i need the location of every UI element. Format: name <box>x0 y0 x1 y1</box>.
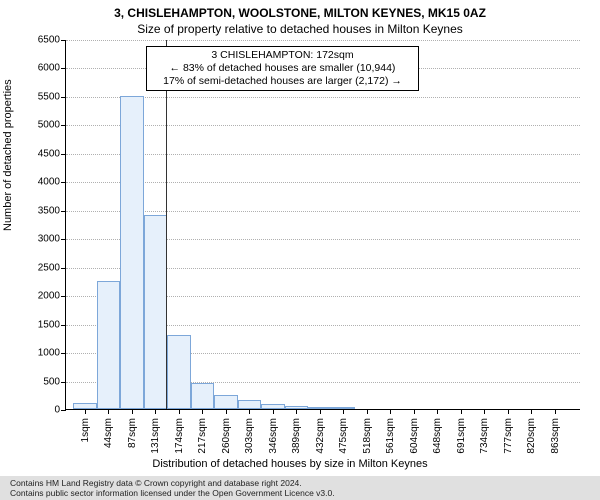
xtick-label: 260sqm <box>221 418 232 454</box>
property-marker-line <box>166 40 167 409</box>
xtick-mark <box>343 409 344 414</box>
xtick-mark <box>390 409 391 414</box>
ytick-mark <box>61 325 66 326</box>
xtick-label: 217sqm <box>197 418 208 454</box>
histogram-bar <box>238 400 262 409</box>
footer-line1: Contains HM Land Registry data © Crown c… <box>10 478 590 488</box>
histogram-bar <box>167 335 191 409</box>
ytick-label: 4500 <box>10 148 60 159</box>
ytick-label: 4000 <box>10 177 60 188</box>
xtick-mark <box>296 409 297 414</box>
ytick-mark <box>61 40 66 41</box>
ytick-label: 6000 <box>10 63 60 74</box>
xtick-label: 648sqm <box>432 418 443 454</box>
xtick-mark <box>367 409 368 414</box>
xtick-mark <box>508 409 509 414</box>
annotation-line1: 3 CHISLEHAMPTON: 172sqm <box>151 49 414 62</box>
ytick-label: 5000 <box>10 120 60 131</box>
xtick-mark <box>202 409 203 414</box>
gridline <box>66 40 580 41</box>
ytick-mark <box>61 410 66 411</box>
xtick-label: 44sqm <box>103 418 114 448</box>
xtick-label: 87sqm <box>127 418 138 448</box>
xtick-label: 432sqm <box>315 418 326 454</box>
ytick-label: 0 <box>10 405 60 416</box>
xtick-mark <box>179 409 180 414</box>
ytick-mark <box>61 211 66 212</box>
ytick-mark <box>61 182 66 183</box>
xtick-label: 389sqm <box>291 418 302 454</box>
ytick-label: 2000 <box>10 291 60 302</box>
xtick-label: 820sqm <box>526 418 537 454</box>
ytick-mark <box>61 68 66 69</box>
xtick-label: 561sqm <box>385 418 396 454</box>
xtick-label: 734sqm <box>479 418 490 454</box>
xtick-label: 691sqm <box>456 418 467 454</box>
ytick-label: 6500 <box>10 35 60 46</box>
ytick-mark <box>61 296 66 297</box>
xtick-mark <box>85 409 86 414</box>
plot-area: 3 CHISLEHAMPTON: 172sqm← 83% of detached… <box>65 40 580 410</box>
xtick-label: 131sqm <box>150 418 161 454</box>
ytick-mark <box>61 268 66 269</box>
xtick-label: 303sqm <box>244 418 255 454</box>
xtick-mark <box>273 409 274 414</box>
xtick-label: 518sqm <box>362 418 373 454</box>
footer-attribution: Contains HM Land Registry data © Crown c… <box>0 476 600 500</box>
histogram-bar <box>214 395 238 409</box>
ytick-mark <box>61 239 66 240</box>
xtick-mark <box>320 409 321 414</box>
ytick-label: 1500 <box>10 319 60 330</box>
ytick-mark <box>61 353 66 354</box>
xtick-mark <box>226 409 227 414</box>
ytick-label: 1000 <box>10 348 60 359</box>
xtick-label: 863sqm <box>550 418 561 454</box>
xtick-mark <box>414 409 415 414</box>
xtick-mark <box>555 409 556 414</box>
ytick-mark <box>61 125 66 126</box>
chart-title-line2: Size of property relative to detached ho… <box>0 20 600 36</box>
xtick-label: 1sqm <box>80 418 91 442</box>
ytick-label: 500 <box>10 376 60 387</box>
annotation-line2: ← 83% of detached houses are smaller (10… <box>151 62 414 75</box>
ytick-mark <box>61 382 66 383</box>
xtick-mark <box>461 409 462 414</box>
annotation-line3: 17% of semi-detached houses are larger (… <box>151 75 414 88</box>
annotation-box: 3 CHISLEHAMPTON: 172sqm← 83% of detached… <box>146 46 419 91</box>
xtick-mark <box>155 409 156 414</box>
ytick-label: 3000 <box>10 234 60 245</box>
ytick-mark <box>61 154 66 155</box>
ytick-label: 2500 <box>10 262 60 273</box>
histogram-bar <box>120 96 144 409</box>
ytick-mark <box>61 97 66 98</box>
ytick-label: 3500 <box>10 205 60 216</box>
xtick-label: 346sqm <box>268 418 279 454</box>
xtick-mark <box>132 409 133 414</box>
histogram-bar <box>97 281 121 409</box>
xtick-label: 777sqm <box>503 418 514 454</box>
xtick-label: 604sqm <box>409 418 420 454</box>
xtick-mark <box>437 409 438 414</box>
footer-line2: Contains public sector information licen… <box>10 488 590 498</box>
xtick-label: 475sqm <box>338 418 349 454</box>
xtick-mark <box>249 409 250 414</box>
histogram-bar <box>144 215 168 409</box>
xtick-mark <box>484 409 485 414</box>
xtick-label: 174sqm <box>174 418 185 454</box>
x-axis-label: Distribution of detached houses by size … <box>0 458 580 470</box>
histogram-bar <box>191 383 215 409</box>
xtick-mark <box>108 409 109 414</box>
xtick-mark <box>531 409 532 414</box>
chart-title-line1: 3, CHISLEHAMPTON, WOOLSTONE, MILTON KEYN… <box>0 0 600 20</box>
ytick-label: 5500 <box>10 91 60 102</box>
